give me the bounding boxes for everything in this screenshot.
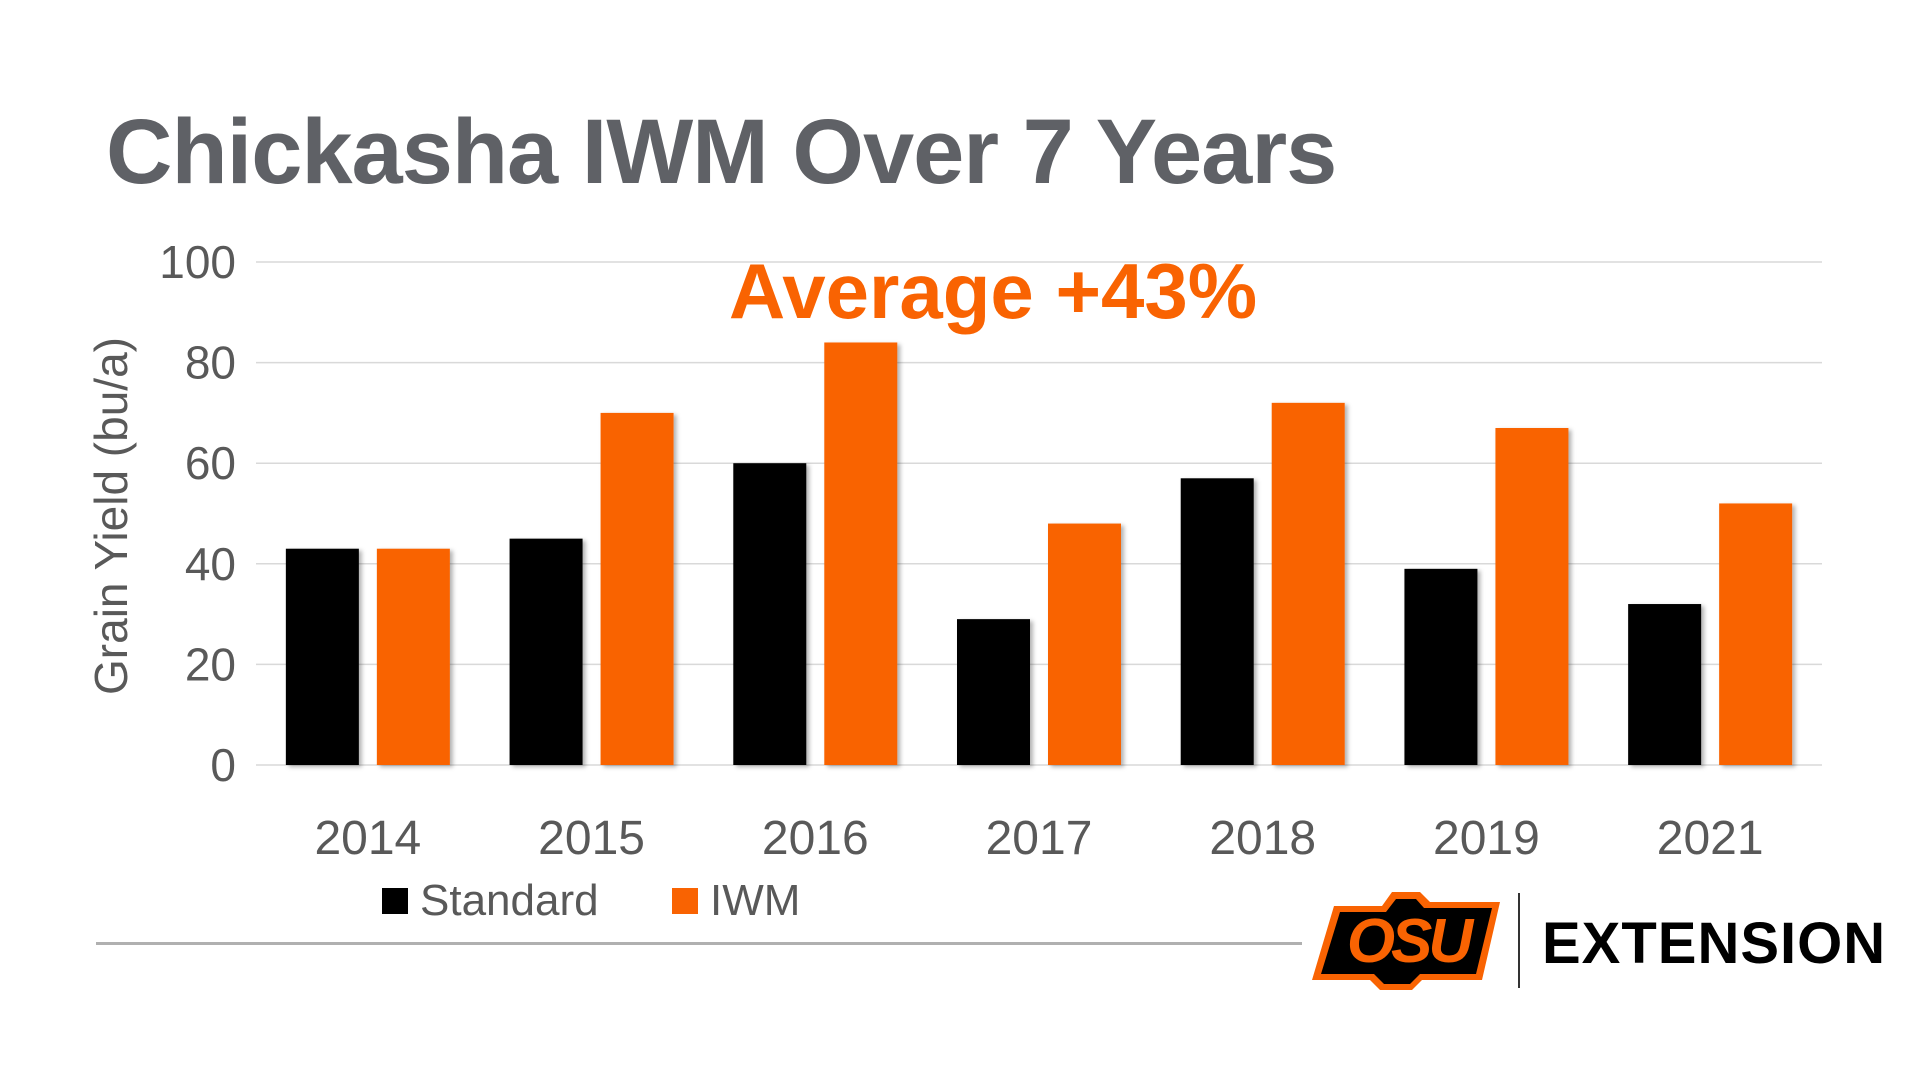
- legend-swatch-iwm: [672, 888, 698, 914]
- legend-swatch-standard: [382, 888, 408, 914]
- x-tick-label: 2021: [1657, 812, 1764, 865]
- bar-standard-2015: [509, 538, 583, 765]
- bar-iwm-2018: [1271, 402, 1345, 765]
- svg-text:OSU: OSU: [1347, 907, 1476, 976]
- bar-iwm-2019: [1495, 427, 1569, 765]
- bar-iwm-2014: [376, 548, 450, 765]
- bar-iwm-2017: [1048, 523, 1121, 765]
- bar-standard-2017: [957, 619, 1030, 765]
- y-tick-label: 40: [185, 538, 236, 590]
- x-tick-label: 2019: [1433, 812, 1540, 865]
- osu-logo: OSU: [1312, 892, 1500, 990]
- y-tick-label: 60: [185, 437, 236, 489]
- x-tick-label: 2017: [986, 812, 1093, 865]
- x-tick-label: 2016: [762, 812, 869, 865]
- logo-separator: [1518, 893, 1520, 988]
- gridlines: [256, 261, 1822, 766]
- average-annotation: Average +43%: [729, 247, 1257, 335]
- bar-standard-2019: [1404, 568, 1478, 765]
- bar-iwm-2016: [824, 342, 898, 765]
- y-tick-label: 20: [185, 638, 236, 690]
- footer-divider: [96, 942, 1302, 945]
- extension-label: EXTENSION: [1542, 911, 1887, 976]
- legend: Standard IWM: [382, 876, 800, 925]
- bar-standard-2016: [733, 463, 807, 765]
- bars: [285, 342, 1793, 765]
- legend-label-standard: Standard: [420, 876, 599, 925]
- bar-standard-2021: [1628, 604, 1702, 765]
- y-tick-label: 100: [159, 236, 236, 288]
- y-tick-label: 0: [210, 739, 236, 791]
- chart-title: Chickasha IWM Over 7 Years: [106, 101, 1337, 203]
- legend-label-iwm: IWM: [710, 876, 800, 925]
- bar-iwm-2021: [1719, 503, 1793, 765]
- x-tick-label: 2015: [538, 812, 645, 865]
- bar-standard-2018: [1180, 478, 1254, 765]
- y-tick-labels: 0 20 40 60 80 100: [159, 236, 236, 791]
- x-tick-label: 2014: [314, 812, 421, 865]
- y-tick-label: 80: [185, 337, 236, 389]
- x-tick-label: 2018: [1209, 812, 1316, 865]
- x-tick-labels: 2014 2015 2016 2017 2018 2019 2021: [314, 812, 1763, 865]
- bar-iwm-2015: [600, 412, 674, 765]
- bar-standard-2014: [285, 548, 359, 765]
- y-axis-label: Grain Yield (bu/a): [85, 337, 137, 695]
